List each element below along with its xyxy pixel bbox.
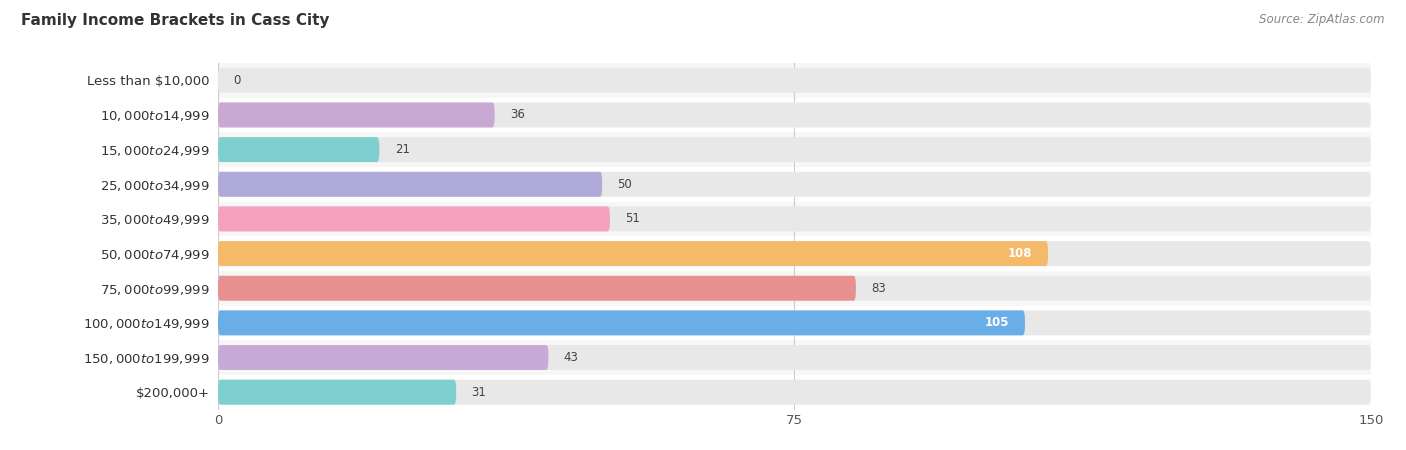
- Bar: [218, 306, 1371, 340]
- FancyBboxPatch shape: [218, 172, 1371, 197]
- FancyBboxPatch shape: [218, 310, 1371, 335]
- FancyBboxPatch shape: [218, 172, 602, 197]
- FancyBboxPatch shape: [218, 276, 1371, 301]
- FancyBboxPatch shape: [218, 380, 456, 405]
- FancyBboxPatch shape: [218, 241, 1047, 266]
- Text: 21: 21: [395, 143, 409, 156]
- Text: 105: 105: [986, 316, 1010, 329]
- FancyBboxPatch shape: [218, 207, 1371, 231]
- Text: 36: 36: [510, 108, 524, 122]
- FancyBboxPatch shape: [218, 137, 380, 162]
- Bar: [218, 98, 1371, 132]
- Bar: [218, 375, 1371, 410]
- Text: 50: 50: [617, 178, 633, 191]
- Text: Family Income Brackets in Cass City: Family Income Brackets in Cass City: [21, 14, 329, 28]
- Text: Source: ZipAtlas.com: Source: ZipAtlas.com: [1260, 14, 1385, 27]
- Bar: [218, 340, 1371, 375]
- FancyBboxPatch shape: [218, 68, 1371, 93]
- FancyBboxPatch shape: [218, 241, 1371, 266]
- Text: 43: 43: [564, 351, 579, 364]
- FancyBboxPatch shape: [218, 207, 610, 231]
- Bar: [218, 63, 1371, 98]
- Bar: [218, 167, 1371, 202]
- Text: 31: 31: [471, 386, 486, 399]
- Bar: [218, 236, 1371, 271]
- Bar: [218, 202, 1371, 236]
- FancyBboxPatch shape: [218, 345, 548, 370]
- Text: 108: 108: [1008, 247, 1032, 260]
- Text: 83: 83: [872, 282, 886, 295]
- Bar: [218, 132, 1371, 167]
- FancyBboxPatch shape: [218, 137, 1371, 162]
- FancyBboxPatch shape: [218, 103, 1371, 127]
- Text: 51: 51: [626, 212, 640, 225]
- FancyBboxPatch shape: [218, 380, 1371, 405]
- Text: 0: 0: [233, 74, 240, 87]
- FancyBboxPatch shape: [218, 345, 1371, 370]
- FancyBboxPatch shape: [218, 310, 1025, 335]
- FancyBboxPatch shape: [218, 276, 856, 301]
- FancyBboxPatch shape: [218, 103, 495, 127]
- Bar: [218, 271, 1371, 306]
